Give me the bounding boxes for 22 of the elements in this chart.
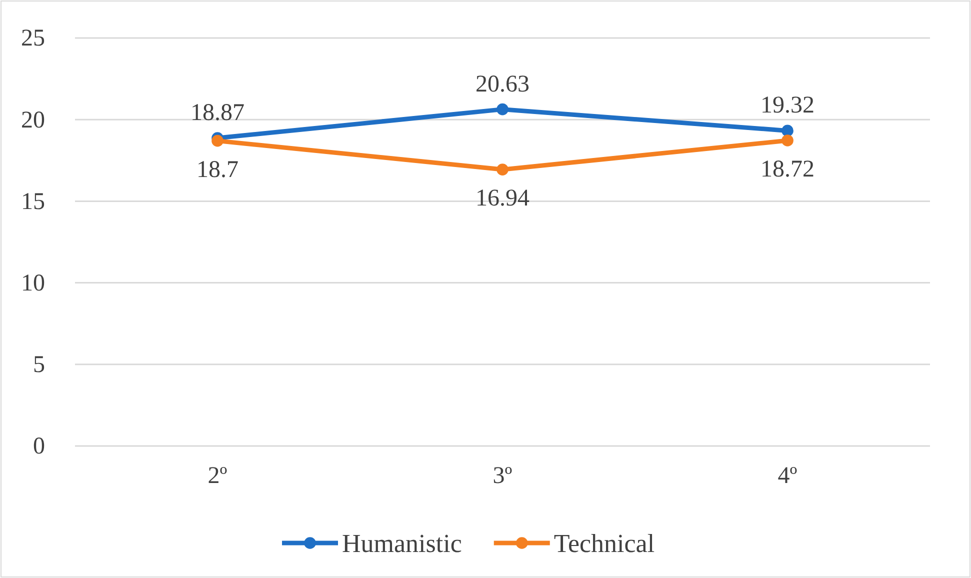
data-label: 20.63 (476, 71, 530, 98)
legend-label: Humanistic (342, 529, 462, 558)
y-tick-label: 25 (21, 26, 45, 52)
point (212, 134, 224, 147)
data-label: 18.7 (196, 156, 238, 183)
data-label: 19.32 (760, 92, 814, 119)
x-tick-label: 3º (492, 463, 513, 490)
y-tick-label: 10 (21, 270, 45, 296)
y-tick-label: 0 (33, 434, 45, 460)
point (496, 164, 508, 176)
data-label: 18.72 (760, 156, 814, 182)
point (782, 124, 794, 137)
point (782, 134, 794, 146)
legend-label: Technical (554, 529, 655, 558)
point (496, 103, 508, 116)
data-label: 18.87 (190, 100, 244, 126)
x-tick-label: 4º (778, 463, 798, 490)
y-tick-label: 15 (21, 188, 45, 215)
y-tick-label: 5 (33, 352, 45, 378)
y-tick-label: 20 (21, 107, 45, 134)
data-label: 16.94 (476, 186, 530, 212)
x-tick-label: 2º (208, 463, 228, 490)
